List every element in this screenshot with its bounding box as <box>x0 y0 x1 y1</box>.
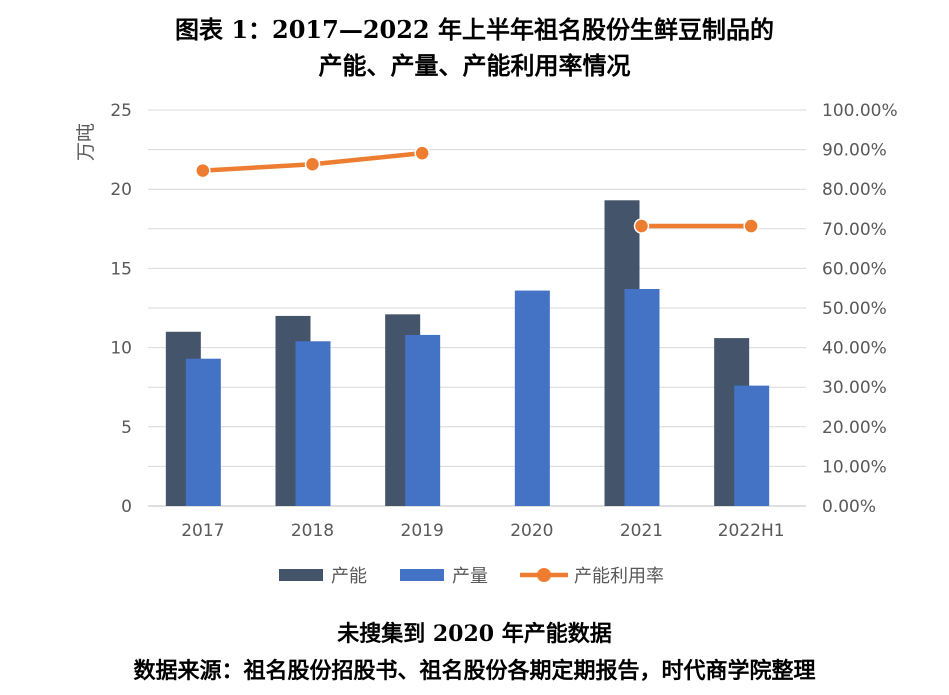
legend-marker-utilization <box>537 568 551 582</box>
right-axis-tick-label: 20.00% <box>822 418 887 438</box>
legend-swatch-output <box>400 569 444 581</box>
right-axis-tick-label: 0.00% <box>822 497 876 517</box>
gridlines <box>148 109 806 507</box>
right-axis-tick-label: 80.00% <box>822 180 887 200</box>
output-bar <box>185 358 221 506</box>
category-label: 2019 <box>401 521 444 541</box>
right-axis-tick-label: 30.00% <box>822 378 887 398</box>
missing-data-note: 未搜集到 2020 年产能数据 <box>337 621 612 647</box>
output-bar <box>624 288 660 506</box>
legend-label-output: 产量 <box>452 566 488 587</box>
left-axis-tick-label: 25 <box>110 101 132 121</box>
legend-label-utilization: 产能利用率 <box>574 566 664 587</box>
utilization-marker <box>414 145 430 161</box>
data-source-note: 数据来源：祖名股份招股书、祖名股份各期定期报告，时代商学院整理 <box>133 658 816 684</box>
category-label: 2017 <box>181 521 224 541</box>
right-axis-tick-label: 10.00% <box>822 457 887 477</box>
output-bar <box>514 290 550 506</box>
left-axis-tick-label: 15 <box>110 259 132 279</box>
output-bar <box>734 385 770 506</box>
right-axis-tick-label: 70.00% <box>822 220 887 240</box>
legend-swatch-capacity <box>279 569 323 581</box>
chart-title-line-1: 图表 1：2017—2022 年上半年祖名股份生鲜豆制品的 <box>174 15 774 44</box>
output-bar <box>295 341 331 506</box>
right-axis-tick-label: 90.00% <box>822 141 887 161</box>
utilization-marker <box>633 218 650 234</box>
bars <box>165 200 770 506</box>
utilization-marker <box>304 156 321 173</box>
chart-title-line-2: 产能、产量、产能利用率情况 <box>318 51 631 80</box>
utilization-marker <box>195 162 211 179</box>
left-axis-title: 万吨 <box>75 123 97 161</box>
category-label: 2018 <box>291 521 334 541</box>
legend-label-capacity: 产能 <box>331 566 367 587</box>
legend: 产能 产量 产能利用率 <box>279 566 664 587</box>
left-axis-tick-label: 20 <box>110 180 132 200</box>
category-label: 2022H1 <box>718 521 785 541</box>
right-axis-tick-label: 50.00% <box>822 299 887 319</box>
category-label: 2021 <box>620 521 663 541</box>
right-axis-tick-label: 100.00% <box>822 101 898 121</box>
left-axis-tick-label: 5 <box>121 418 132 438</box>
axes: 0 5 10 15 20 25 0.00% 10.00% 20.00% 30.00% 40.00% 5… <box>75 101 898 541</box>
output-bar <box>405 334 441 506</box>
left-axis-tick-label: 10 <box>110 339 132 359</box>
category-label: 2020 <box>510 521 553 541</box>
utilization-line <box>195 145 759 234</box>
utilization-marker <box>743 218 759 234</box>
right-axis-tick-label: 60.00% <box>822 259 887 279</box>
left-axis-tick-label: 0 <box>121 497 132 517</box>
right-axis-tick-label: 40.00% <box>822 339 887 359</box>
